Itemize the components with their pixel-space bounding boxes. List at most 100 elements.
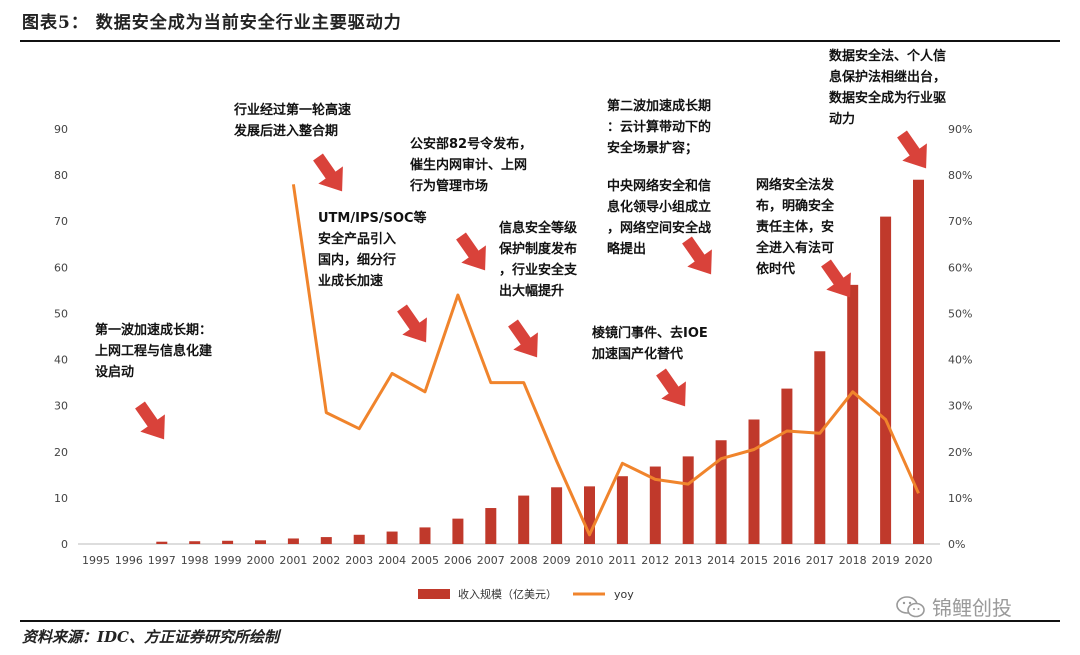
annotation-text: 息化领导小组成立 bbox=[607, 199, 711, 215]
right-tick-label: 70% bbox=[948, 215, 972, 228]
annotation-text: 责任主体，安 bbox=[756, 219, 834, 235]
x-tick-label: 2004 bbox=[378, 554, 406, 567]
annotation-text: 数据安全法、个人信 bbox=[829, 48, 946, 64]
down-arrow-icon bbox=[508, 319, 538, 358]
annotation-text: 出大幅提升 bbox=[499, 283, 564, 299]
annotation-text: 网络安全法发 bbox=[756, 177, 835, 193]
x-tick-label: 2010 bbox=[576, 554, 604, 567]
revenue-bar bbox=[320, 537, 332, 544]
left-tick-label: 50 bbox=[54, 307, 68, 320]
annotation-text: 业成长加速 bbox=[318, 273, 383, 289]
right-tick-label: 60% bbox=[948, 261, 972, 274]
x-tick-label: 1998 bbox=[181, 554, 209, 567]
revenue-bar bbox=[913, 179, 924, 544]
annotation-text: 全进入有法可 bbox=[755, 240, 834, 256]
x-tick-label: 2002 bbox=[312, 554, 340, 567]
left-tick-label: 90 bbox=[54, 123, 68, 136]
annotation-text: 催生内网审计、上网 bbox=[410, 157, 527, 173]
legend-line-label: yoy bbox=[614, 588, 634, 601]
annotation-text: 布，明确安全 bbox=[756, 198, 835, 214]
right-tick-label: 50% bbox=[948, 307, 972, 320]
x-tick-label: 2009 bbox=[543, 554, 571, 567]
annotation-text: 安全场景扩容； bbox=[607, 140, 698, 156]
down-arrow-icon bbox=[135, 401, 165, 440]
x-tick-label: 2018 bbox=[839, 554, 867, 567]
annotation-text: ，网络空间安全战 bbox=[607, 220, 711, 236]
annotation-text: 略提出 bbox=[607, 241, 646, 257]
x-tick-label: 2006 bbox=[444, 554, 472, 567]
legend-bar-swatch bbox=[418, 589, 450, 599]
down-arrow-icon bbox=[456, 232, 486, 271]
bottom-rule bbox=[20, 620, 1060, 622]
revenue-bar bbox=[518, 495, 530, 544]
x-tick-label: 2000 bbox=[247, 554, 275, 567]
x-tick-label: 2017 bbox=[806, 554, 834, 567]
revenue-bar bbox=[156, 541, 168, 544]
x-tick-label: 2015 bbox=[740, 554, 768, 567]
annotation-text: 依时代 bbox=[756, 261, 795, 277]
annotation-text: ，行业安全支 bbox=[499, 262, 578, 278]
left-tick-label: 40 bbox=[54, 354, 68, 367]
right-tick-label: 10% bbox=[948, 492, 972, 505]
annotation-text: 第二波加速成长期 bbox=[607, 98, 711, 114]
left-tick-label: 20 bbox=[54, 446, 68, 459]
revenue-bar bbox=[189, 541, 201, 544]
revenue-bar bbox=[584, 486, 595, 544]
annotation-text: 息保护法相继出台， bbox=[829, 69, 946, 85]
annotation-text: ：云计算带动下的 bbox=[607, 119, 711, 135]
x-tick-label: 2012 bbox=[641, 554, 669, 567]
revenue-bar bbox=[715, 440, 727, 544]
wechat-icon bbox=[896, 595, 925, 617]
bar-series bbox=[156, 179, 924, 544]
legend-bar-label: 收入规模（亿美元） bbox=[458, 587, 557, 601]
right-tick-label: 90% bbox=[948, 123, 972, 136]
revenue-bar bbox=[649, 466, 661, 544]
annotation-text: 行为管理市场 bbox=[409, 178, 488, 194]
x-tick-label: 2003 bbox=[345, 554, 373, 567]
x-tick-label: 2013 bbox=[674, 554, 702, 567]
x-tick-label: 2008 bbox=[510, 554, 538, 567]
left-tick-label: 30 bbox=[54, 400, 68, 413]
x-axis: 1995 1996 1997 1998 1999 2000 2001 2002 2003 2004… bbox=[82, 554, 933, 567]
x-tick-label: 2005 bbox=[411, 554, 439, 567]
right-tick-label: 80% bbox=[948, 169, 972, 182]
annotation-text: 保护制度发布 bbox=[498, 241, 577, 257]
revenue-bar bbox=[255, 540, 266, 544]
revenue-bar bbox=[287, 538, 299, 544]
left-tick-label: 10 bbox=[54, 492, 68, 505]
right-tick-label: 30% bbox=[948, 400, 972, 413]
revenue-bar bbox=[847, 284, 859, 544]
right-tick-label: 40% bbox=[948, 354, 972, 367]
annotation-text: 行业经过第一轮高速 bbox=[233, 102, 351, 118]
annotation-text: 信息安全等级 bbox=[499, 220, 578, 236]
page-title: 图表5： 数据安全成为当前安全行业主要驱动力 bbox=[22, 13, 402, 33]
revenue-bar bbox=[353, 534, 365, 544]
annotation-text: UTM/IPS/SOC等 bbox=[318, 210, 427, 226]
watermark-text: 锦鲤创投 bbox=[932, 596, 1012, 620]
down-arrow-icon bbox=[313, 153, 343, 192]
annotation-text: 中央网络安全和信 bbox=[607, 178, 711, 194]
down-arrow-icon bbox=[656, 368, 686, 407]
annotation-text: 加速国产化替代 bbox=[591, 346, 683, 362]
x-tick-label: 2014 bbox=[707, 554, 735, 567]
left-tick-label: 80 bbox=[54, 169, 68, 182]
revenue-bar bbox=[551, 487, 563, 544]
x-tick-label: 2016 bbox=[773, 554, 801, 567]
left-tick-label: 60 bbox=[54, 261, 68, 274]
revenue-bar bbox=[748, 419, 760, 544]
source-note: 资料来源：IDC、方正证券研究所绘制 bbox=[22, 628, 279, 646]
revenue-bar bbox=[880, 216, 892, 544]
left-tick-label: 70 bbox=[54, 215, 68, 228]
annotation-text: 动力 bbox=[829, 111, 855, 127]
down-arrow-icon bbox=[397, 304, 427, 343]
annotation-text: 安全产品引入 bbox=[318, 231, 396, 247]
x-tick-label: 2007 bbox=[477, 554, 505, 567]
annotation-text: 设启动 bbox=[95, 364, 134, 380]
revenue-bar bbox=[485, 508, 497, 544]
revenue-bar bbox=[419, 527, 431, 544]
right-axis: 0% 10% 20% 30% 40% 50% 60% 70% 80% 90% bbox=[948, 123, 972, 551]
x-tick-label: 2020 bbox=[905, 554, 933, 567]
revenue-bar bbox=[616, 476, 628, 544]
